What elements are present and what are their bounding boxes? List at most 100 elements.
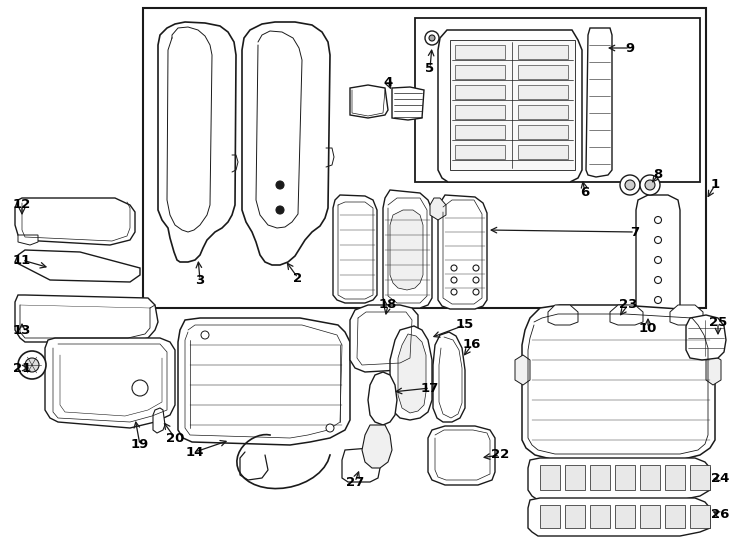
Polygon shape [540,505,560,528]
Text: 18: 18 [379,299,397,312]
Polygon shape [158,22,236,262]
Text: 1: 1 [711,179,719,192]
Polygon shape [665,505,685,528]
Polygon shape [706,355,721,385]
Text: 9: 9 [625,42,635,55]
Polygon shape [686,315,726,360]
Text: 2: 2 [294,272,302,285]
Text: 22: 22 [491,449,509,462]
Text: 17: 17 [421,381,439,395]
Circle shape [276,181,284,189]
Polygon shape [590,465,610,490]
Polygon shape [18,235,38,245]
Polygon shape [383,190,432,308]
Polygon shape [438,30,582,182]
Circle shape [655,217,661,224]
Circle shape [655,296,661,303]
Polygon shape [515,355,530,385]
Circle shape [473,265,479,271]
Polygon shape [455,45,505,59]
Text: 15: 15 [456,319,474,332]
Text: 19: 19 [131,438,149,451]
Circle shape [425,31,439,45]
Text: 20: 20 [166,431,184,444]
Polygon shape [548,305,578,325]
Text: 12: 12 [13,199,31,212]
Polygon shape [455,145,505,159]
Circle shape [25,358,39,372]
Polygon shape [45,338,175,428]
Polygon shape [640,465,660,490]
Text: 5: 5 [426,62,435,75]
Polygon shape [368,372,397,425]
Polygon shape [428,426,495,485]
Circle shape [655,256,661,264]
Polygon shape [518,145,568,159]
Polygon shape [390,326,432,420]
Polygon shape [390,210,423,290]
Circle shape [625,180,635,190]
Polygon shape [670,305,703,325]
Polygon shape [350,85,388,118]
Text: 24: 24 [711,471,729,484]
Polygon shape [242,22,330,265]
Text: 11: 11 [13,253,31,267]
Circle shape [451,265,457,271]
Polygon shape [518,125,568,139]
Polygon shape [15,198,135,245]
Polygon shape [430,198,446,220]
Circle shape [276,206,284,214]
Polygon shape [178,318,350,445]
Polygon shape [528,498,710,536]
Circle shape [201,331,209,339]
Text: 23: 23 [619,299,637,312]
Polygon shape [450,40,575,170]
Polygon shape [518,105,568,119]
Polygon shape [433,332,465,422]
Polygon shape [518,45,568,59]
Circle shape [429,35,435,41]
Polygon shape [540,465,560,490]
Circle shape [473,289,479,295]
Polygon shape [153,408,165,433]
Polygon shape [350,305,418,372]
Polygon shape [636,195,680,320]
Circle shape [451,289,457,295]
Polygon shape [690,465,710,490]
Polygon shape [438,195,487,309]
Circle shape [18,351,46,379]
Polygon shape [610,305,643,325]
Text: 14: 14 [186,446,204,458]
Text: 7: 7 [631,226,639,239]
Polygon shape [398,334,426,413]
Polygon shape [362,425,392,468]
Circle shape [620,175,640,195]
Polygon shape [455,65,505,79]
Polygon shape [392,87,424,120]
Polygon shape [15,295,158,342]
Polygon shape [455,85,505,99]
Text: 6: 6 [581,186,589,199]
Polygon shape [615,465,635,490]
Polygon shape [143,8,706,308]
Polygon shape [690,505,710,528]
Circle shape [655,276,661,284]
Circle shape [451,277,457,283]
Polygon shape [455,105,505,119]
Circle shape [645,180,655,190]
Circle shape [132,380,148,396]
Polygon shape [528,458,710,500]
Polygon shape [455,125,505,139]
Polygon shape [522,305,715,460]
Text: 26: 26 [711,509,729,522]
Text: 16: 16 [463,339,482,352]
Polygon shape [342,448,380,482]
Polygon shape [615,505,635,528]
Polygon shape [586,28,612,177]
Circle shape [473,277,479,283]
Circle shape [326,424,334,432]
Text: 3: 3 [195,273,205,287]
Polygon shape [415,18,700,182]
Text: 21: 21 [13,361,31,375]
Circle shape [655,237,661,244]
